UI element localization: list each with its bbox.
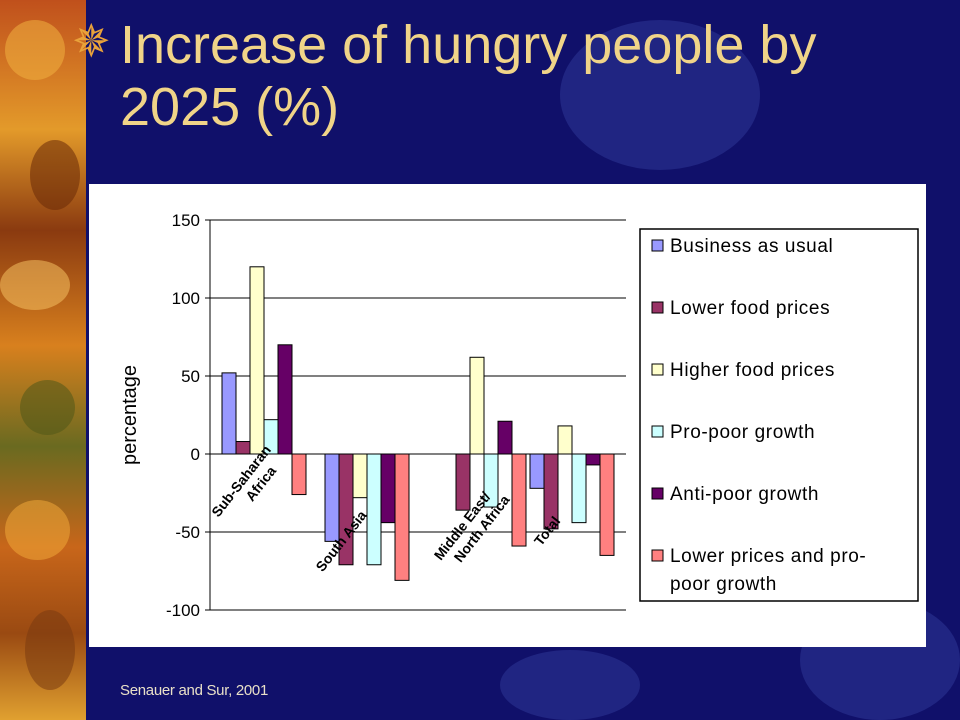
bar bbox=[599, 453, 615, 556]
legend-swatch bbox=[651, 363, 664, 376]
bar bbox=[529, 453, 545, 489]
legend-label-line: Higher food prices bbox=[670, 360, 835, 381]
legend-label-line: Business as usual bbox=[670, 236, 833, 257]
source-citation: Senauer and Sur, 2001 bbox=[120, 682, 268, 699]
bar bbox=[380, 453, 396, 524]
y-tick-label: 0 bbox=[191, 445, 200, 464]
bar-chart: 150 100 50 0 -50 -100 percentage Sub-SaharanAfr… bbox=[119, 211, 919, 620]
legend-label: Lower prices and pro-poor growth bbox=[670, 546, 866, 595]
legend-label: Anti-poor growth bbox=[670, 484, 819, 505]
legend-label-line: Pro-poor growth bbox=[670, 422, 815, 443]
bar bbox=[291, 453, 307, 496]
bar bbox=[571, 453, 587, 524]
legend-box bbox=[639, 228, 919, 602]
bar bbox=[511, 453, 527, 547]
bar bbox=[585, 453, 601, 466]
legend-swatch bbox=[651, 487, 664, 500]
y-tick-label: 100 bbox=[172, 289, 200, 308]
bar bbox=[277, 344, 293, 455]
bar bbox=[249, 266, 265, 455]
bar bbox=[497, 420, 513, 455]
legend-label: Pro-poor growth bbox=[670, 422, 815, 443]
title-bullet-icon: ✵ bbox=[72, 15, 111, 67]
legend-label: Business as usual bbox=[670, 236, 833, 257]
chart-panel: 150 100 50 0 -50 -100 percentage Sub-SaharanAfr… bbox=[89, 184, 926, 647]
legend-label-line: Lower prices and pro- bbox=[670, 546, 866, 567]
y-tick-label: -50 bbox=[175, 523, 200, 542]
legend-swatch bbox=[651, 239, 664, 252]
decorative-side-strip bbox=[0, 0, 86, 720]
bar bbox=[394, 453, 410, 581]
legend-label: Higher food prices bbox=[670, 360, 835, 381]
legend-swatch bbox=[651, 425, 664, 438]
x-category-label: Sub-SaharanAfrica bbox=[208, 442, 287, 530]
x-category-label: Middle East/North Africa bbox=[431, 481, 513, 573]
bar bbox=[455, 453, 471, 511]
legend-label-line: Lower food prices bbox=[670, 298, 830, 319]
slide-title: Increase of hungry people by 2025 (%) bbox=[120, 15, 817, 137]
legend-label-line: poor growth bbox=[670, 574, 777, 595]
y-tick-label: 150 bbox=[172, 211, 200, 230]
background-gear-decoration bbox=[500, 650, 640, 720]
legend-label-line: Anti-poor growth bbox=[670, 484, 819, 505]
bar bbox=[469, 356, 485, 455]
bar bbox=[557, 425, 573, 455]
legend-swatch bbox=[651, 549, 664, 562]
y-tick-label: -100 bbox=[166, 601, 200, 620]
bar bbox=[366, 453, 382, 566]
legend-swatch bbox=[651, 301, 664, 314]
y-tick-label: 50 bbox=[181, 367, 200, 386]
y-axis-label: percentage bbox=[119, 365, 141, 465]
bar bbox=[324, 453, 340, 542]
bar bbox=[221, 372, 237, 455]
legend-label: Lower food prices bbox=[670, 298, 830, 319]
bar bbox=[235, 441, 251, 455]
bar bbox=[352, 453, 368, 499]
background-gear-decoration bbox=[560, 20, 760, 170]
